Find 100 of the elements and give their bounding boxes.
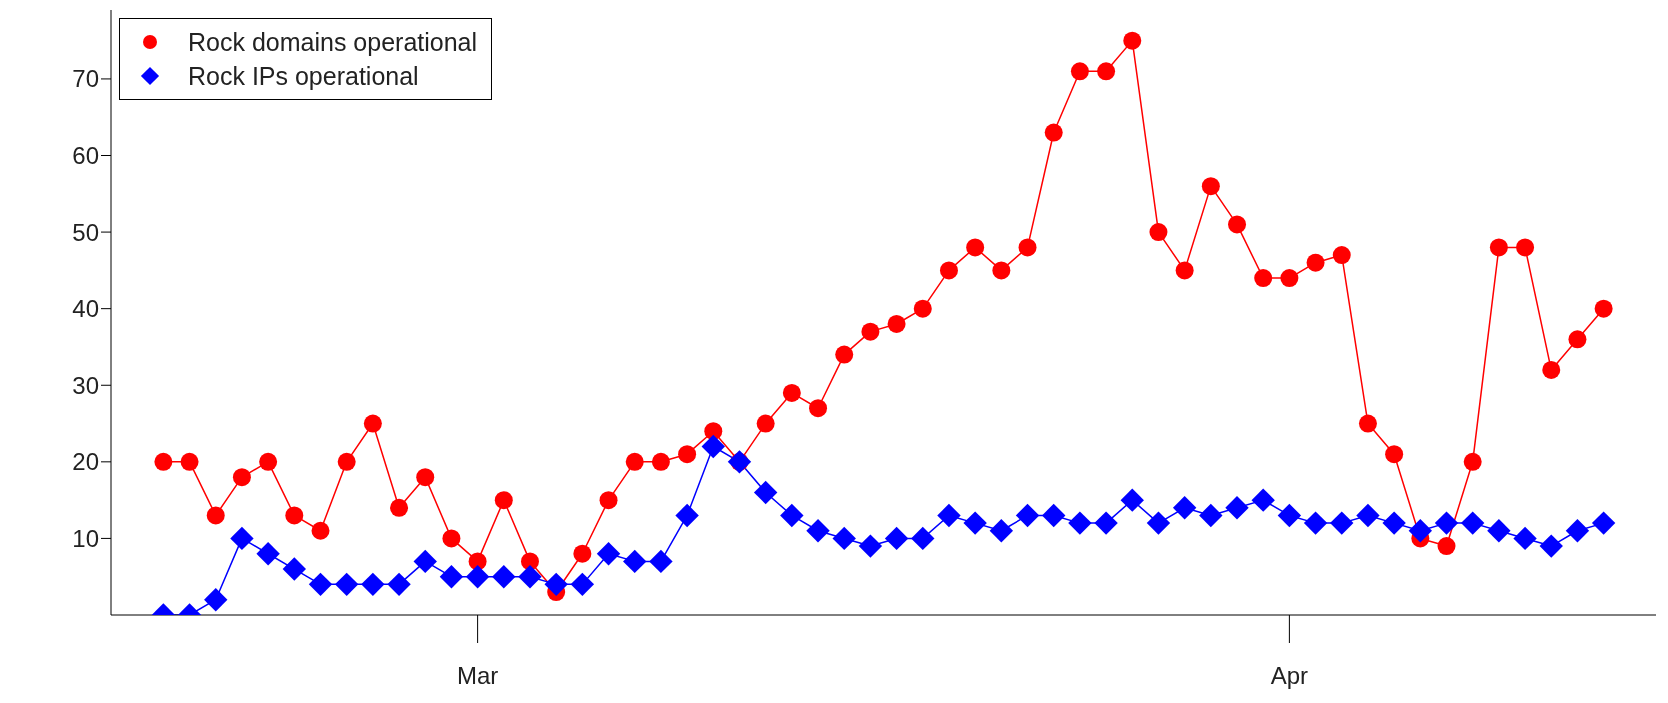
point [1382,511,1406,535]
point [963,511,987,535]
y-tick-label: 30 [72,371,99,399]
point [832,526,856,551]
point [1385,445,1404,464]
point [625,452,644,471]
point [518,565,542,589]
point [623,549,647,574]
point [756,414,775,433]
point [206,506,225,525]
point [1015,503,1040,528]
y-tick-label: 20 [72,448,99,476]
point [363,414,382,433]
point [675,503,699,528]
point [1356,503,1380,528]
point [596,542,621,566]
point [1330,511,1354,535]
point [989,519,1014,543]
point [442,529,461,548]
point [573,544,592,563]
point [1094,511,1118,535]
y-tick-label: 40 [72,295,99,323]
point [1358,414,1377,433]
point [1070,62,1089,81]
point [204,587,228,612]
point [1277,503,1302,528]
point [570,572,595,597]
legend-label: Rock domains operational [188,27,478,58]
point [780,503,804,528]
point [282,557,307,581]
point [1123,31,1142,50]
point [599,491,618,510]
point [1120,488,1144,512]
point [416,468,435,487]
point [285,506,304,525]
point [387,572,411,597]
point [154,452,173,471]
point [1460,511,1485,535]
point [1306,253,1325,272]
point [1201,177,1220,196]
y-tick-label: 50 [72,218,99,246]
point [1408,519,1433,543]
point [1251,488,1275,512]
point [806,519,830,543]
point [1044,123,1063,142]
point [1172,496,1197,520]
point [782,383,801,402]
point [544,572,568,597]
point [835,345,854,364]
point [180,452,199,471]
point [809,399,828,418]
point [334,572,359,597]
point [1516,238,1535,257]
point [361,572,385,597]
point [1513,526,1537,551]
point [1018,238,1037,257]
point [1332,246,1351,265]
point [337,452,356,471]
point [1097,62,1116,81]
point [1149,223,1168,242]
point [1489,238,1508,257]
point [230,526,254,551]
point [439,565,464,589]
point [1565,519,1590,543]
y-tick-label: 70 [72,65,99,93]
point [1068,511,1092,535]
point [311,521,330,540]
point [649,549,673,574]
point [1042,503,1066,528]
point [465,565,490,589]
point [1463,452,1482,471]
point [913,299,932,318]
point [678,445,697,464]
point [753,480,778,505]
point [308,572,333,597]
point [1594,299,1613,318]
point [1568,330,1587,349]
point [939,261,958,280]
point [966,238,985,257]
point [492,565,516,589]
x-tick-label: Mar [456,662,499,690]
point [1487,519,1511,543]
point [884,526,909,551]
point [494,491,513,510]
point [1303,511,1328,535]
point [858,534,883,558]
point [413,549,437,574]
legend-label: Rock IPs operational [188,61,419,92]
y-tick-label: 10 [72,524,99,552]
point [651,452,670,471]
point [887,314,906,333]
y-tick-label: 60 [72,142,99,170]
point [861,322,880,341]
point [1591,511,1616,535]
point [701,434,725,459]
point [1225,496,1249,520]
point [256,542,280,566]
point [1280,269,1299,288]
point [1254,269,1273,288]
point [1228,215,1247,234]
